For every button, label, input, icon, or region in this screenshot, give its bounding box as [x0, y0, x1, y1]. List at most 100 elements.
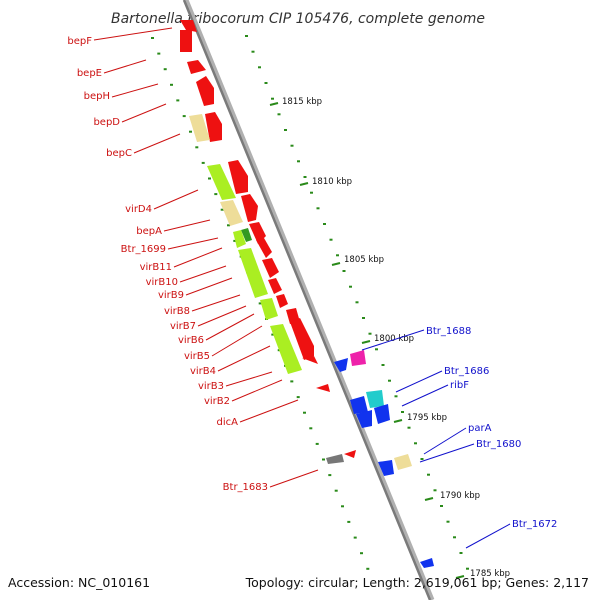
gene-label-bepF[interactable]: bepF — [67, 36, 92, 47]
ruler-dot — [328, 474, 332, 477]
leader-line — [205, 313, 255, 341]
gene-Btr-1686[interactable] — [350, 396, 368, 414]
gene-bepD[interactable] — [205, 112, 222, 142]
gene-label-bepH[interactable]: bepH — [84, 91, 110, 102]
ruler-dot — [401, 411, 404, 413]
ruler-dot — [334, 489, 338, 492]
ruler-dot — [264, 82, 268, 84]
gene-label-parA[interactable]: parA — [468, 423, 492, 434]
gene-label-bepC[interactable]: bepC — [106, 148, 132, 159]
gene-Btr-1683[interactable] — [326, 454, 344, 464]
gene-bepF[interactable] — [180, 30, 192, 52]
gene-virB8[interactable] — [260, 298, 278, 320]
gene-label-virB8[interactable]: virB8 — [164, 306, 190, 317]
ruler-dot — [388, 379, 391, 382]
gene-ribF[interactable] — [366, 390, 384, 408]
leader-line — [395, 370, 443, 393]
scale-tick — [361, 340, 371, 344]
gene-label-Btr-1672[interactable]: Btr_1672 — [512, 519, 557, 530]
gene-virB8-red[interactable] — [268, 278, 282, 294]
ruler-dot — [297, 160, 300, 163]
ruler-dot — [368, 332, 372, 335]
gene-bepA[interactable] — [220, 200, 243, 226]
gene-bepC[interactable] — [189, 114, 210, 142]
gene-bepE[interactable] — [187, 60, 206, 74]
gene-label-bepE[interactable]: bepE — [77, 68, 102, 79]
ruler-dot — [453, 536, 456, 539]
leader-line — [191, 294, 241, 312]
ruler-dot — [459, 552, 463, 554]
ruler-dot — [420, 458, 424, 460]
gene-bepA-red[interactable] — [241, 194, 258, 222]
gene-dicA[interactable] — [344, 450, 356, 458]
gene-virB5-red[interactable] — [290, 318, 314, 360]
gene-virD4[interactable] — [207, 164, 236, 200]
ruler-dot — [366, 567, 370, 570]
ruler-dot — [245, 35, 248, 37]
gene-Btr-1699[interactable] — [249, 222, 266, 244]
gene-Btr-1688[interactable] — [334, 358, 348, 372]
gene-label-Btr-1686[interactable]: Btr_1686 — [444, 366, 489, 377]
map-title: Bartonella tribocorum CIP 105476, comple… — [111, 11, 485, 27]
gene-virD4-red[interactable] — [228, 160, 248, 194]
gene-virB10-red[interactable] — [256, 238, 272, 258]
ruler-dot — [310, 191, 313, 194]
gene-label-virB6[interactable]: virB6 — [178, 335, 204, 346]
ruler-dot — [446, 520, 450, 523]
gene-label-virB3[interactable]: virB3 — [198, 381, 224, 392]
ruler-dot — [315, 442, 319, 445]
ruler-dot — [290, 380, 294, 383]
gene-label-bepD[interactable]: bepD — [93, 117, 120, 128]
leader-line — [153, 189, 199, 210]
scale-label: 1815 kbp — [282, 97, 322, 107]
scale-tick — [269, 102, 279, 106]
gene-virB7-red[interactable] — [276, 294, 288, 308]
gene-label-virB5[interactable]: virB5 — [184, 351, 210, 362]
gene-label-dicA[interactable]: dicA — [217, 417, 239, 428]
gene-ribF-c[interactable] — [374, 404, 390, 424]
ruler-dot — [433, 489, 437, 492]
gene-label-ribF[interactable]: ribF — [450, 380, 469, 391]
leader-line — [361, 329, 425, 351]
gene-virB9-red[interactable] — [262, 258, 279, 278]
ruler-dot — [349, 285, 352, 288]
gene-ribF-b[interactable] — [356, 410, 372, 428]
leader-line — [103, 59, 147, 74]
gene-virB3[interactable] — [302, 356, 318, 364]
gene-Btr-1672[interactable] — [420, 558, 434, 568]
ruler-dot — [296, 396, 300, 399]
gene-label-virB10[interactable]: virB10 — [146, 277, 178, 288]
gene-label-bepA[interactable]: bepA — [136, 226, 162, 237]
ruler-dot — [170, 83, 173, 86]
scale-ticks: 1815 kbp 1810 kbp 1805 kbp 1800 kbp 1795… — [269, 97, 510, 579]
gene-bepH[interactable] — [196, 76, 214, 106]
ruler-dot — [233, 239, 237, 242]
gene-parA[interactable] — [394, 454, 412, 470]
right-labels: Btr_1688 Btr_1686 ribF parA Btr_1680 Btr… — [426, 326, 557, 530]
scale-tick — [393, 419, 403, 423]
gene-Btr-1680[interactable] — [378, 460, 394, 476]
gene-bepF-head[interactable] — [180, 20, 197, 32]
gene-virB10[interactable] — [238, 248, 268, 298]
leader-line — [173, 247, 223, 268]
gene-label-Btr-1683[interactable]: Btr_1683 — [223, 482, 268, 493]
gene-label-virB7[interactable]: virB7 — [170, 321, 196, 332]
leader-line — [231, 379, 283, 402]
gene-label-Btr-1699[interactable]: Btr_1699 — [121, 244, 166, 255]
gene-label-virB2[interactable]: virB2 — [204, 396, 230, 407]
leader-line — [179, 265, 227, 283]
gene-label-virB9[interactable]: virB9 — [158, 290, 184, 301]
gene-virB2[interactable] — [316, 384, 330, 392]
ruler-dot — [189, 130, 192, 133]
gene-virB4[interactable] — [270, 324, 302, 374]
ruler-dot — [182, 115, 186, 118]
gene-Btr-1688-b[interactable] — [350, 350, 366, 366]
gene-label-virB11[interactable]: virB11 — [140, 262, 172, 273]
gene-label-virD4[interactable]: virD4 — [125, 204, 152, 215]
gene-label-Btr-1680[interactable]: Btr_1680 — [476, 439, 521, 450]
gene-label-Btr-1688[interactable]: Btr_1688 — [426, 326, 471, 337]
gene-virB11[interactable] — [233, 230, 246, 248]
gene-virB11-dark[interactable] — [241, 228, 252, 242]
gene-label-virB4[interactable]: virB4 — [190, 366, 216, 377]
